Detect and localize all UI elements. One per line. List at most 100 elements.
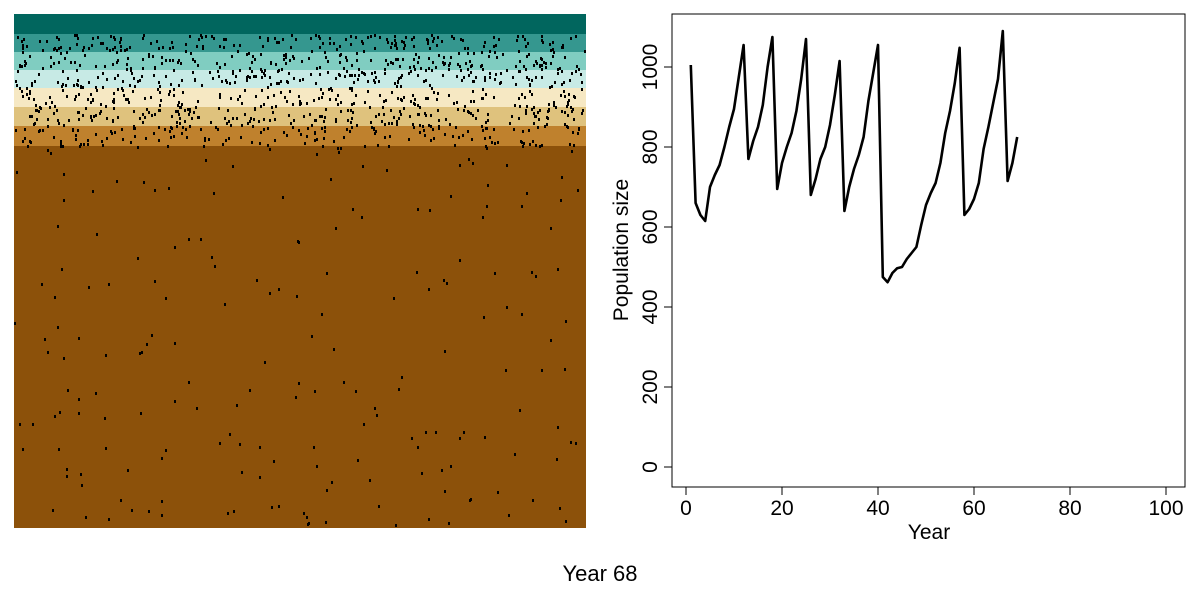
individual-marker — [470, 112, 472, 115]
individual-marker — [581, 81, 583, 84]
individual-marker — [333, 140, 335, 143]
individual-marker — [571, 72, 573, 75]
individual-marker — [181, 103, 183, 106]
individual-marker — [259, 36, 261, 39]
individual-marker — [46, 40, 48, 43]
individual-marker — [93, 115, 95, 118]
individual-marker — [310, 73, 312, 76]
individual-marker — [152, 55, 154, 58]
individual-marker — [230, 97, 232, 100]
individual-marker — [29, 55, 31, 58]
individual-marker — [374, 407, 376, 410]
individual-marker — [375, 130, 377, 133]
individual-marker — [500, 72, 502, 75]
individual-marker — [353, 102, 355, 105]
individual-marker — [189, 35, 191, 38]
individual-marker — [307, 127, 309, 130]
individual-marker — [340, 147, 342, 150]
individual-marker — [33, 98, 35, 101]
individual-marker — [299, 100, 301, 103]
individual-marker — [252, 125, 254, 128]
individual-marker — [377, 144, 379, 147]
individual-marker — [472, 114, 474, 117]
individual-marker — [231, 55, 233, 58]
individual-marker — [361, 40, 363, 43]
individual-marker — [151, 114, 153, 117]
individual-marker — [306, 516, 308, 519]
individual-marker — [374, 81, 376, 84]
individual-marker — [95, 86, 97, 89]
individual-marker — [267, 86, 269, 89]
individual-marker — [426, 38, 428, 41]
individual-marker — [36, 118, 38, 121]
individual-marker — [521, 205, 523, 208]
individual-marker — [444, 350, 446, 353]
individual-marker — [311, 50, 313, 53]
individual-marker — [75, 134, 77, 137]
individual-marker — [221, 80, 223, 83]
individual-marker — [142, 67, 144, 70]
individual-marker — [468, 74, 470, 77]
individual-marker — [326, 489, 328, 492]
individual-marker — [79, 64, 81, 67]
individual-marker — [350, 43, 352, 46]
individual-marker — [179, 117, 181, 120]
individual-marker — [578, 128, 580, 131]
individual-marker — [313, 446, 315, 449]
y-tick-label: 400 — [639, 289, 662, 324]
individual-marker — [386, 169, 388, 172]
individual-marker — [384, 123, 386, 126]
individual-marker — [120, 45, 122, 48]
individual-marker — [519, 409, 521, 412]
individual-marker — [274, 139, 276, 142]
individual-marker — [424, 134, 426, 137]
individual-marker — [468, 158, 470, 161]
individual-marker — [169, 47, 171, 50]
individual-marker — [363, 72, 365, 75]
individual-marker — [535, 144, 537, 147]
individual-marker — [224, 303, 226, 306]
individual-marker — [519, 60, 521, 63]
individual-marker — [462, 134, 464, 137]
individual-marker — [45, 102, 47, 105]
y-axis: 0 200 400 600 800 1000 — [639, 44, 672, 473]
individual-marker — [60, 46, 62, 49]
individual-marker — [441, 469, 443, 472]
individual-marker — [172, 46, 174, 49]
individual-marker — [549, 86, 551, 89]
individual-marker — [87, 143, 89, 146]
individual-marker — [414, 68, 416, 71]
individual-marker — [358, 68, 360, 71]
individual-marker — [179, 106, 181, 109]
individual-marker — [56, 49, 58, 52]
individual-marker — [47, 125, 49, 128]
individual-marker — [550, 62, 552, 65]
individual-marker — [403, 41, 405, 44]
individual-marker — [95, 65, 97, 68]
individual-marker — [104, 65, 106, 68]
x-tick-label: 40 — [866, 497, 889, 520]
individual-marker — [384, 136, 386, 139]
individual-marker — [487, 119, 489, 122]
individual-marker — [516, 39, 518, 42]
individual-marker — [58, 448, 60, 451]
individual-marker — [419, 106, 421, 109]
individual-marker — [367, 80, 369, 83]
individual-marker — [425, 97, 427, 100]
individual-marker — [264, 361, 266, 364]
individual-marker — [114, 77, 116, 80]
individual-marker — [394, 82, 396, 85]
individual-marker — [161, 56, 163, 59]
individual-marker — [394, 39, 396, 42]
individual-marker — [31, 82, 33, 85]
individual-marker — [564, 111, 566, 114]
individual-marker — [417, 74, 419, 77]
individual-marker — [472, 90, 474, 93]
individual-marker — [561, 46, 563, 49]
individual-marker — [308, 57, 310, 60]
individual-marker — [22, 95, 24, 98]
individual-marker — [433, 37, 435, 40]
individual-marker — [551, 85, 553, 88]
individual-marker — [273, 94, 275, 97]
individual-marker — [515, 65, 517, 68]
